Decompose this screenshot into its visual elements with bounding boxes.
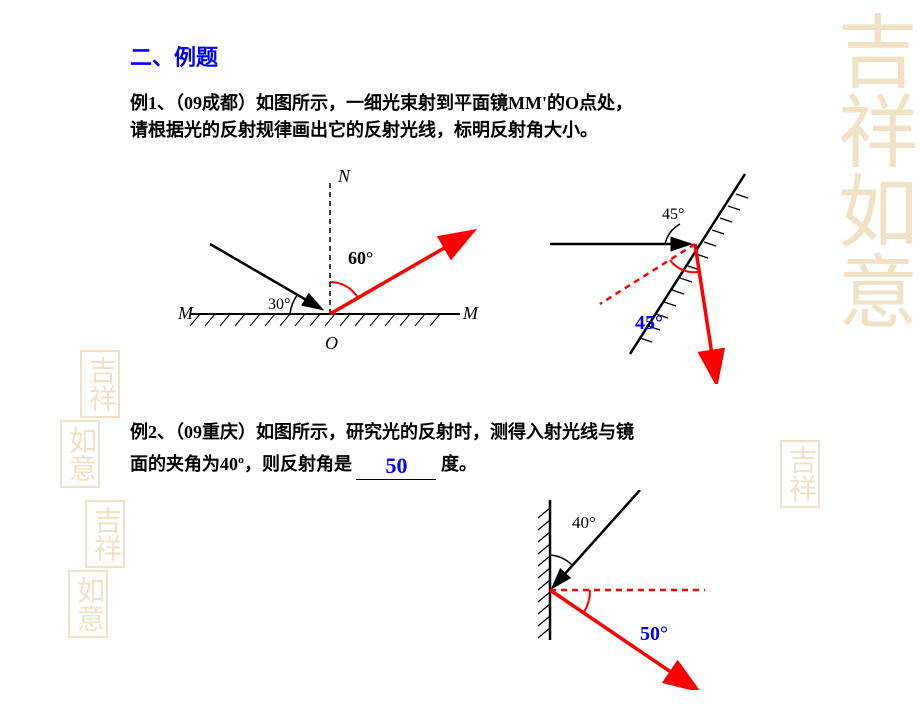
example2-line2a: 面的夹角为40º，则反射角是 (130, 454, 356, 474)
diagram-2-svg: 40° 50° (490, 490, 750, 690)
diagram-1b: 45° 45° (540, 164, 800, 389)
slide-content: 二、例题 例1、（09成都）如图所示，一细光束射到平面镜MM'的O点处， 请根据… (0, 0, 920, 715)
label-40: 40° (572, 513, 596, 532)
label-N: N (337, 166, 351, 186)
label-45a: 45° (662, 206, 684, 223)
diagram-2: 40° 50° (490, 490, 750, 695)
diagram-1b-svg: 45° 45° (540, 164, 800, 384)
label-60: 60° (348, 248, 373, 268)
diagram-1a-svg: N 30° 60° M M′ O (170, 164, 480, 374)
label-Mp: M′ (462, 303, 480, 323)
example2-line1: 例2、（09重庆）如图所示，研究光的反射时，测得入射光线与镜 (130, 422, 634, 442)
label-30: 30° (268, 296, 290, 313)
example2-text: 例2、（09重庆）如图所示，研究光的反射时，测得入射光线与镜 面的夹角为40º，… (130, 419, 790, 480)
answer-blank: 50 (356, 446, 436, 480)
label-M: M (177, 303, 194, 323)
section-title: 二、例题 (130, 40, 790, 72)
answer-50: 50 (385, 453, 407, 478)
example2-line2b: 度。 (441, 454, 477, 474)
example1-line1: 例1、（09成都）如图所示，一细光束射到平面镜MM'的O点处， (130, 93, 633, 113)
label-50d: 50° (640, 623, 668, 645)
label-O: O (325, 333, 338, 353)
diagram-1a: N 30° 60° M M′ O (170, 164, 480, 389)
label-45b: 45° (635, 312, 663, 334)
example1-diagrams: N 30° 60° M M′ O (170, 164, 790, 389)
example2-diagram-wrap: 40° 50° (450, 490, 790, 695)
example1-line2: 请根据光的反射规律画出它的反射光线，标明反射角大小。 (130, 120, 598, 140)
example1-text: 例1、（09成都）如图所示，一细光束射到平面镜MM'的O点处， 请根据光的反射规… (130, 90, 790, 144)
